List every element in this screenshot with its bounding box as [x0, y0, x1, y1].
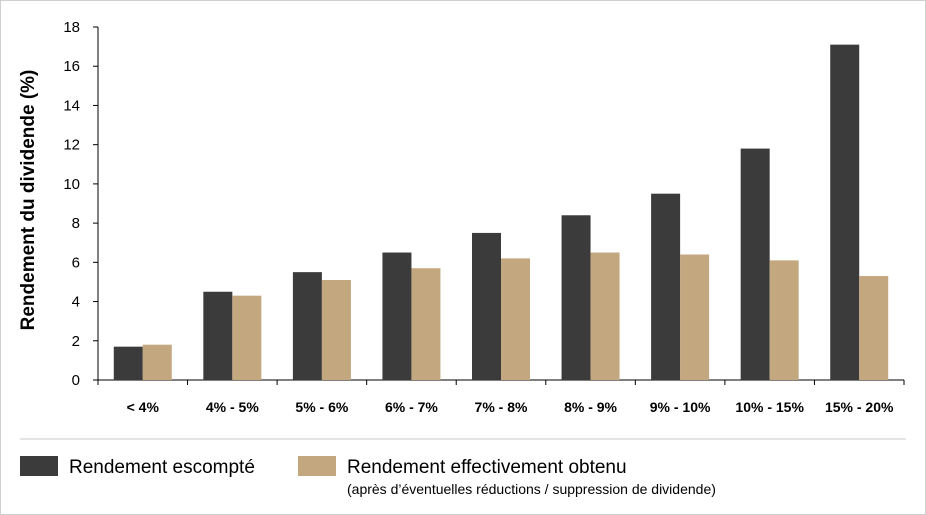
category-labels: < 4% 4% - 5% 5% - 6% 6% - 7% 7% - 8% 8% - 9% 9…: [127, 399, 894, 415]
y-axis-title: Rendement du dividende (%): [18, 70, 39, 331]
bar-obtenu: [232, 295, 262, 380]
x-category-label: 4% - 5%: [206, 399, 259, 415]
legend-note-rendement-obtenu: (après d’éventuelles réductions / suppre…: [347, 481, 716, 497]
y-tick-label: 12: [63, 137, 80, 154]
legend-label-rendement-obtenu: Rendement effectivement obtenu: [347, 457, 627, 478]
bar-obtenu: [590, 252, 620, 380]
legend: Rendement escompté Rendement effectiveme…: [20, 456, 716, 497]
y-tick-label: 6: [72, 254, 80, 271]
x-category-label: < 4%: [127, 399, 160, 415]
bar-obtenu: [769, 260, 799, 380]
y-tick-label: 14: [63, 97, 80, 114]
y-tick-label: 10: [63, 176, 80, 193]
bar-obtenu: [411, 268, 441, 380]
bar-obtenu: [859, 276, 889, 380]
y-tick-label: 8: [72, 215, 80, 232]
bar-escompte: [203, 291, 233, 380]
y-tick-label: 0: [72, 372, 80, 389]
bar-escompte: [292, 272, 322, 380]
bar-escompte: [651, 193, 681, 380]
legend-swatch-rendement-obtenu: [298, 456, 336, 476]
y-tick-label: 2: [72, 333, 80, 350]
x-category-label: 8% - 9%: [564, 399, 617, 415]
x-category-label: 6% - 7%: [385, 399, 438, 415]
bar-obtenu: [680, 254, 710, 380]
legend-label-rendement-escompte: Rendement escompté: [69, 457, 255, 478]
y-tick-label: 16: [63, 58, 80, 75]
y-axis: 0 2 4 6 8 10 12 14 16 18: [63, 19, 99, 389]
bar-obtenu: [501, 258, 530, 380]
x-axis: [97, 379, 905, 385]
bar-escompte: [472, 232, 501, 380]
bar-escompte: [113, 346, 143, 380]
legend-swatch-rendement-escompte: [20, 456, 58, 476]
y-tick-label: 18: [63, 19, 80, 36]
bar-obtenu: [142, 344, 172, 380]
y-tick-label: 4: [72, 294, 80, 311]
bar-escompte: [382, 252, 412, 380]
bar-escompte: [740, 148, 770, 380]
x-category-label: 15% - 20%: [825, 399, 894, 415]
x-category-label: 10% - 15%: [735, 399, 804, 415]
x-category-label: 7% - 8%: [475, 399, 528, 415]
bar-escompte: [830, 44, 860, 381]
bars: [113, 44, 889, 381]
bar-escompte: [561, 215, 591, 380]
x-category-label: 9% - 10%: [650, 399, 711, 415]
x-category-label: 5% - 6%: [295, 399, 348, 415]
bar-obtenu: [321, 279, 351, 380]
